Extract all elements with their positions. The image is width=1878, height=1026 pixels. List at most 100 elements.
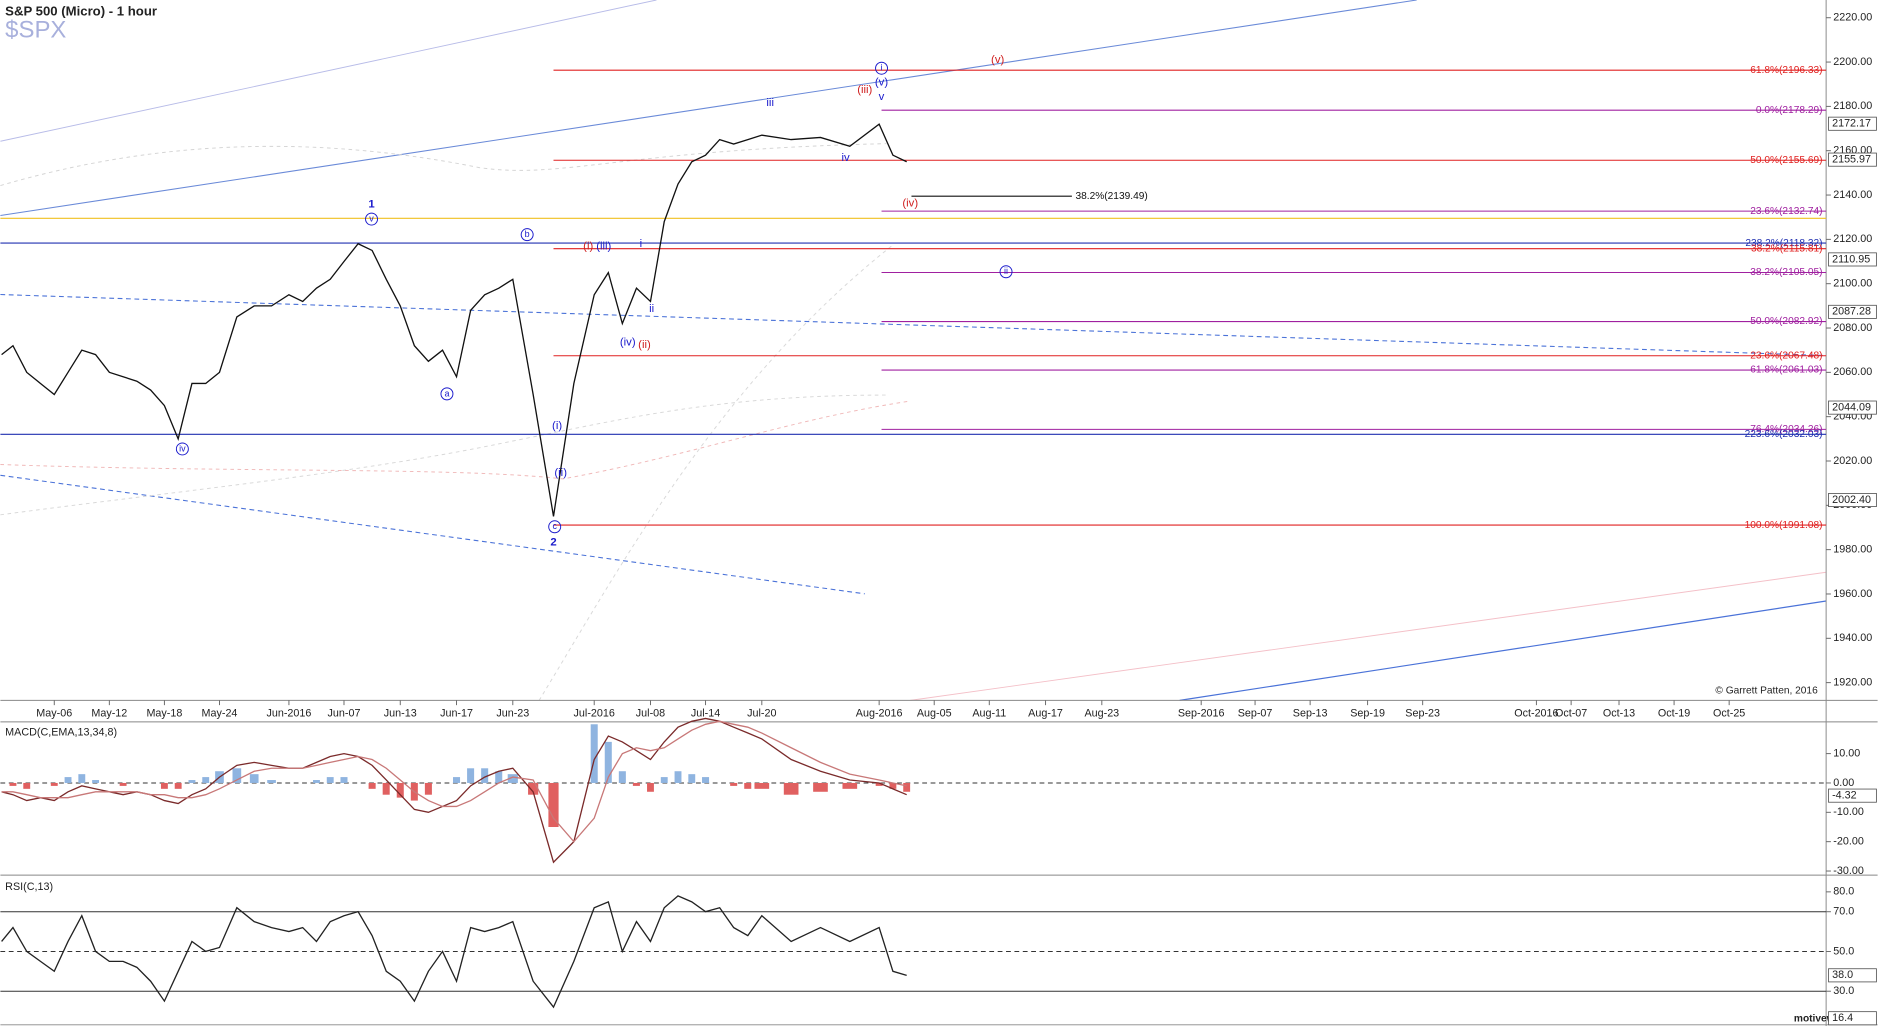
moving-average <box>0 394 887 516</box>
x-tick-label: Sep-07 <box>1238 707 1273 719</box>
x-tick-label: Aug-17 <box>1028 707 1063 719</box>
y-tick-label: 0.00 <box>1833 777 1854 789</box>
wave-label: (iv) <box>902 198 918 210</box>
fib-level-label: 38.2%(2115.81) <box>1751 243 1823 254</box>
histogram-bar <box>78 774 86 783</box>
fib-level-label: 50.0%(2155.69) <box>1750 155 1822 166</box>
y-tick-label: -30.00 <box>1833 865 1864 877</box>
x-tick-label: Jun-17 <box>440 707 473 719</box>
x-tick-label: Jun-13 <box>384 707 417 719</box>
value-tag <box>1828 1011 1877 1026</box>
wave-label: (v) <box>991 54 1004 66</box>
histogram-bar <box>632 782 640 786</box>
moving-average <box>0 400 911 480</box>
chart-title: S&P 500 (Micro) - 1 hour <box>5 3 157 18</box>
y-tick-label: 1960.00 <box>1833 588 1872 600</box>
histogram-bar <box>507 774 518 783</box>
trend-line <box>0 293 1827 357</box>
value-tag <box>1828 252 1877 267</box>
y-tick-label: 10.00 <box>1833 747 1860 759</box>
trend-line <box>0 0 1417 217</box>
wave-label: (iii) <box>596 241 611 253</box>
x-tick-label: Aug-05 <box>917 707 952 719</box>
y-tick-label: 1920.00 <box>1833 676 1872 688</box>
value-tag <box>1828 116 1877 131</box>
decorations <box>0 0 1827 701</box>
histogram-bar <box>754 782 770 789</box>
x-tick-label: Jun-23 <box>496 707 529 719</box>
y-tick-label: 2100.00 <box>1833 278 1872 290</box>
fib-level-label: 100.0%(1991.08) <box>1745 520 1823 531</box>
y-tick-label: 1940.00 <box>1833 632 1872 644</box>
histogram-bar <box>528 782 539 795</box>
histogram-bar <box>64 777 72 783</box>
x-tick-label: Oct-25 <box>1713 707 1745 719</box>
value-tag-label: 2155.97 <box>1832 153 1871 165</box>
histogram-bar <box>702 777 710 783</box>
fib-level-label: 38.2%(2105.05) <box>1750 267 1822 278</box>
y-tick-label: -20.00 <box>1833 836 1864 848</box>
series-line <box>1 720 907 843</box>
x-tick-label: Jul-08 <box>636 707 665 719</box>
y-tick-label: 2180.00 <box>1833 100 1872 112</box>
histogram-bar <box>495 771 503 783</box>
histogram-bar <box>889 782 897 789</box>
x-tick-label: May-18 <box>146 707 182 719</box>
value-tag <box>1828 493 1877 508</box>
x-tick-label: Sep-13 <box>1293 707 1328 719</box>
fib-level-label: 61.8%(2061.03) <box>1750 365 1822 376</box>
x-tick-label: Jun-2016 <box>266 707 311 719</box>
wave-circle <box>365 212 378 226</box>
x-tick-label: Jul-20 <box>747 707 776 719</box>
x-tick-label: May-12 <box>91 707 127 719</box>
histogram-bar <box>467 768 475 783</box>
histogram-bar <box>618 771 626 783</box>
series-line <box>1 123 907 517</box>
histogram-bar <box>875 782 883 786</box>
y-tick-label: 70.0 <box>1833 906 1854 918</box>
value-tag-label: 2044.09 <box>1832 401 1871 413</box>
fib-level-label: 61.8%(2196.33) <box>1750 65 1822 76</box>
value-tag <box>1828 152 1877 167</box>
y-tick-label: 2140.00 <box>1833 189 1872 201</box>
wave-circle <box>440 387 454 401</box>
histogram-bar <box>249 774 259 783</box>
y-tick-label: 30.0 <box>1833 985 1854 997</box>
histogram-bar <box>119 782 127 786</box>
y-tick-label: -10.00 <box>1833 806 1864 818</box>
x-tick-label: May-06 <box>36 707 72 719</box>
wave-circle <box>548 520 562 534</box>
x-tick-label: Sep-19 <box>1350 707 1385 719</box>
y-tick-label: 50.0 <box>1833 945 1854 957</box>
fib-level-label: 50.0%(2082.92) <box>1750 316 1822 327</box>
histogram-bar <box>842 782 858 789</box>
wave-label: iii <box>766 97 774 109</box>
y-tick-label: 80.0 <box>1833 886 1854 898</box>
histogram-bar <box>783 782 799 795</box>
fib-level-label: 23.6%(2067.48) <box>1750 350 1822 361</box>
histogram-bar <box>340 777 348 783</box>
histogram-bar <box>202 777 210 783</box>
histogram-bar <box>660 777 668 783</box>
histogram-bar <box>604 741 612 783</box>
wave-label: ii <box>1004 266 1008 276</box>
panel-title: MACD(C,EMA,13,34,8) <box>5 727 117 739</box>
value-tag <box>1828 304 1877 319</box>
y-tick-label: 2220.00 <box>1833 12 1872 24</box>
x-tick-label: Jul-2016 <box>574 707 615 719</box>
histogram-bar <box>174 782 182 789</box>
histogram-bar <box>688 774 696 783</box>
histogram-bar <box>50 782 58 786</box>
x-tick-label: Aug-23 <box>1084 707 1119 719</box>
fib-level-label: 76.4%(2034.26) <box>1750 424 1822 435</box>
wave-label: (iv) <box>620 336 636 348</box>
wave-label: (i) <box>583 241 593 253</box>
value-tag <box>1828 788 1877 803</box>
value-tag-label: 38.0 <box>1832 969 1853 981</box>
histogram-bar <box>424 782 432 795</box>
wave-circle <box>520 228 534 242</box>
wave-label: v <box>369 213 374 223</box>
chart-subtitle: $SPX <box>5 16 66 43</box>
histogram-bar <box>9 782 17 786</box>
